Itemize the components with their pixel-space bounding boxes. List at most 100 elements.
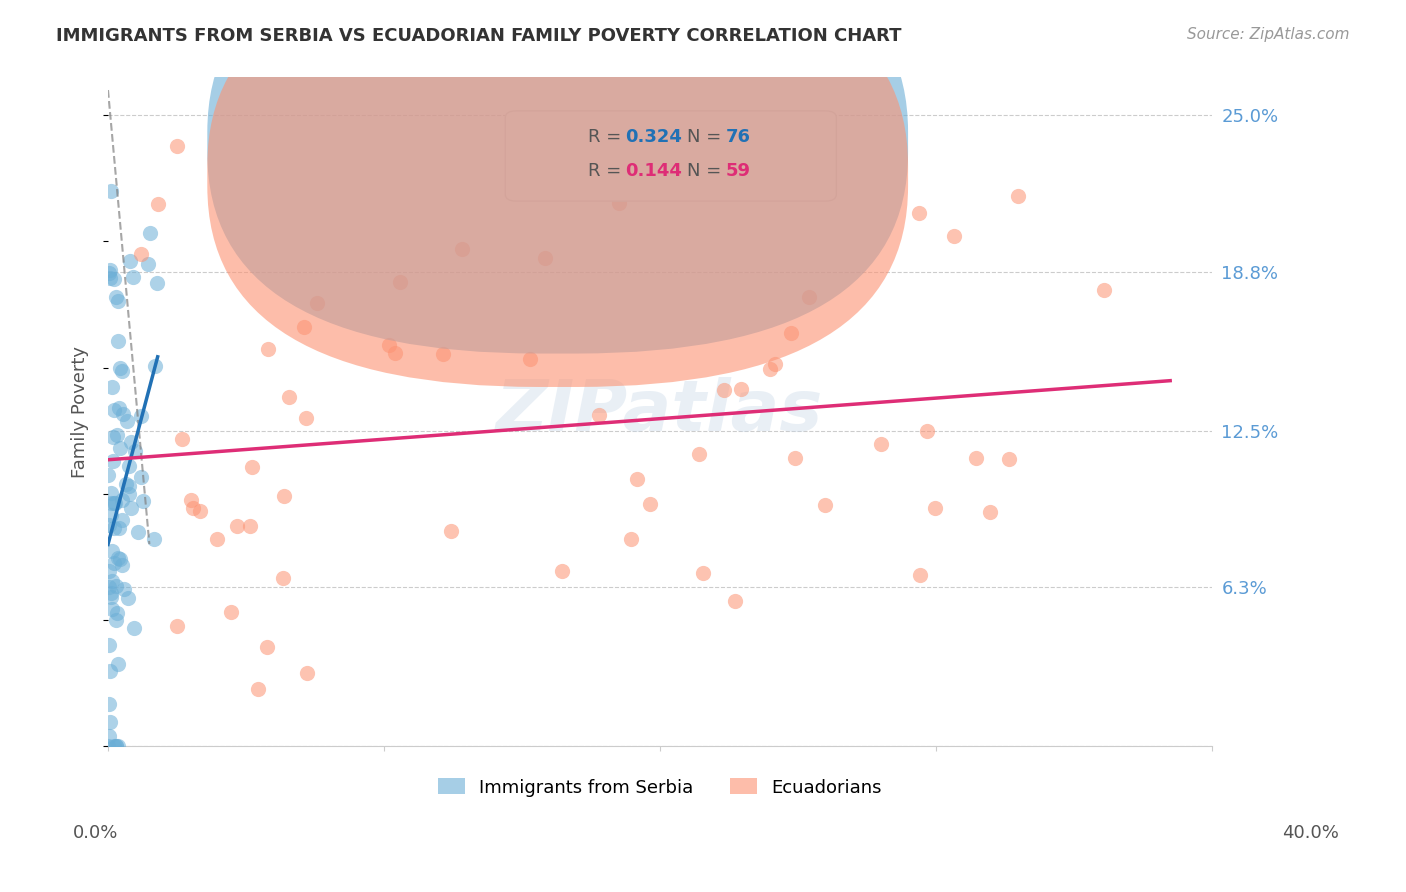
Immigrants from Serbia <box>114 476 136 491</box>
Ecuadorians <box>519 351 541 366</box>
FancyBboxPatch shape <box>505 111 837 201</box>
Immigrants from Serbia <box>101 544 124 558</box>
Immigrants from Serbia <box>101 380 124 394</box>
Ecuadorians <box>907 206 929 220</box>
Immigrants from Serbia <box>118 254 141 268</box>
Immigrants from Serbia <box>108 401 131 415</box>
Ecuadorians <box>432 346 454 360</box>
Immigrants from Serbia <box>104 579 127 593</box>
Ecuadorians <box>219 605 242 619</box>
Ecuadorians <box>247 682 270 697</box>
Ecuadorians <box>779 326 801 340</box>
Text: Source: ZipAtlas.com: Source: ZipAtlas.com <box>1187 27 1350 42</box>
FancyBboxPatch shape <box>207 0 908 387</box>
Ecuadorians <box>917 424 939 438</box>
FancyBboxPatch shape <box>207 0 908 353</box>
Ecuadorians <box>638 497 661 511</box>
Ecuadorians <box>166 619 188 633</box>
Ecuadorians <box>273 489 295 503</box>
Ecuadorians <box>384 346 406 360</box>
Immigrants from Serbia <box>124 444 146 458</box>
Ecuadorians <box>180 493 202 508</box>
Ecuadorians <box>723 594 745 608</box>
Ecuadorians <box>998 451 1021 466</box>
Immigrants from Serbia <box>104 739 127 753</box>
Ecuadorians <box>908 567 931 582</box>
Immigrants from Serbia <box>103 272 125 286</box>
Immigrants from Serbia <box>108 552 131 566</box>
Ecuadorians <box>242 460 264 475</box>
Immigrants from Serbia <box>97 697 120 711</box>
Immigrants from Serbia <box>103 556 125 570</box>
Immigrants from Serbia <box>98 518 121 533</box>
Immigrants from Serbia <box>100 496 122 510</box>
Immigrants from Serbia <box>107 657 129 672</box>
Y-axis label: Family Poverty: Family Poverty <box>72 346 89 478</box>
Immigrants from Serbia <box>129 470 152 484</box>
Immigrants from Serbia <box>127 525 149 540</box>
Immigrants from Serbia <box>107 521 129 535</box>
Immigrants from Serbia <box>100 585 122 599</box>
Text: N =: N = <box>688 161 727 179</box>
Ecuadorians <box>388 275 411 289</box>
Ecuadorians <box>256 640 278 655</box>
Legend: Immigrants from Serbia, Ecuadorians: Immigrants from Serbia, Ecuadorians <box>430 771 889 804</box>
Immigrants from Serbia <box>98 729 121 743</box>
Ecuadorians <box>799 291 821 305</box>
Immigrants from Serbia <box>122 621 145 635</box>
Immigrants from Serbia <box>107 293 129 308</box>
Immigrants from Serbia <box>100 591 122 605</box>
Immigrants from Serbia <box>103 520 125 534</box>
Immigrants from Serbia <box>97 638 120 652</box>
Ecuadorians <box>870 437 893 451</box>
Ecuadorians <box>965 450 987 465</box>
Text: N =: N = <box>688 128 727 146</box>
Text: 0.144: 0.144 <box>626 161 682 179</box>
Immigrants from Serbia <box>107 739 129 753</box>
Ecuadorians <box>172 433 194 447</box>
Ecuadorians <box>271 571 294 585</box>
Immigrants from Serbia <box>111 513 134 527</box>
Ecuadorians <box>129 247 152 261</box>
Immigrants from Serbia <box>103 403 125 417</box>
Immigrants from Serbia <box>97 739 120 753</box>
Ecuadorians <box>451 242 474 256</box>
Ecuadorians <box>814 499 837 513</box>
Ecuadorians <box>166 138 188 153</box>
Ecuadorians <box>440 524 463 539</box>
Immigrants from Serbia <box>108 442 131 456</box>
Ecuadorians <box>307 295 329 310</box>
Immigrants from Serbia <box>105 613 128 627</box>
Ecuadorians <box>181 501 204 516</box>
Immigrants from Serbia <box>105 606 128 620</box>
Ecuadorians <box>609 196 631 211</box>
Ecuadorians <box>295 665 318 680</box>
Immigrants from Serbia <box>136 256 159 270</box>
Ecuadorians <box>692 566 714 580</box>
Immigrants from Serbia <box>111 558 134 572</box>
Immigrants from Serbia <box>100 486 122 500</box>
Immigrants from Serbia <box>98 580 121 594</box>
Ecuadorians <box>763 357 786 371</box>
Ecuadorians <box>688 447 710 461</box>
Text: 76: 76 <box>725 128 751 146</box>
Immigrants from Serbia <box>100 508 122 523</box>
Immigrants from Serbia <box>120 501 142 516</box>
Immigrants from Serbia <box>131 493 153 508</box>
Immigrants from Serbia <box>103 495 125 509</box>
Ecuadorians <box>190 503 212 517</box>
Immigrants from Serbia <box>104 739 127 753</box>
Immigrants from Serbia <box>103 496 125 510</box>
Immigrants from Serbia <box>97 468 120 483</box>
Immigrants from Serbia <box>112 582 135 597</box>
Ecuadorians <box>146 196 169 211</box>
Immigrants from Serbia <box>107 334 129 349</box>
Immigrants from Serbia <box>101 430 124 444</box>
Ecuadorians <box>239 518 262 533</box>
Ecuadorians <box>295 411 318 425</box>
Immigrants from Serbia <box>98 271 121 285</box>
Ecuadorians <box>759 362 782 376</box>
Text: 0.324: 0.324 <box>626 128 682 146</box>
Ecuadorians <box>377 338 399 352</box>
Text: 0.0%: 0.0% <box>73 824 118 842</box>
